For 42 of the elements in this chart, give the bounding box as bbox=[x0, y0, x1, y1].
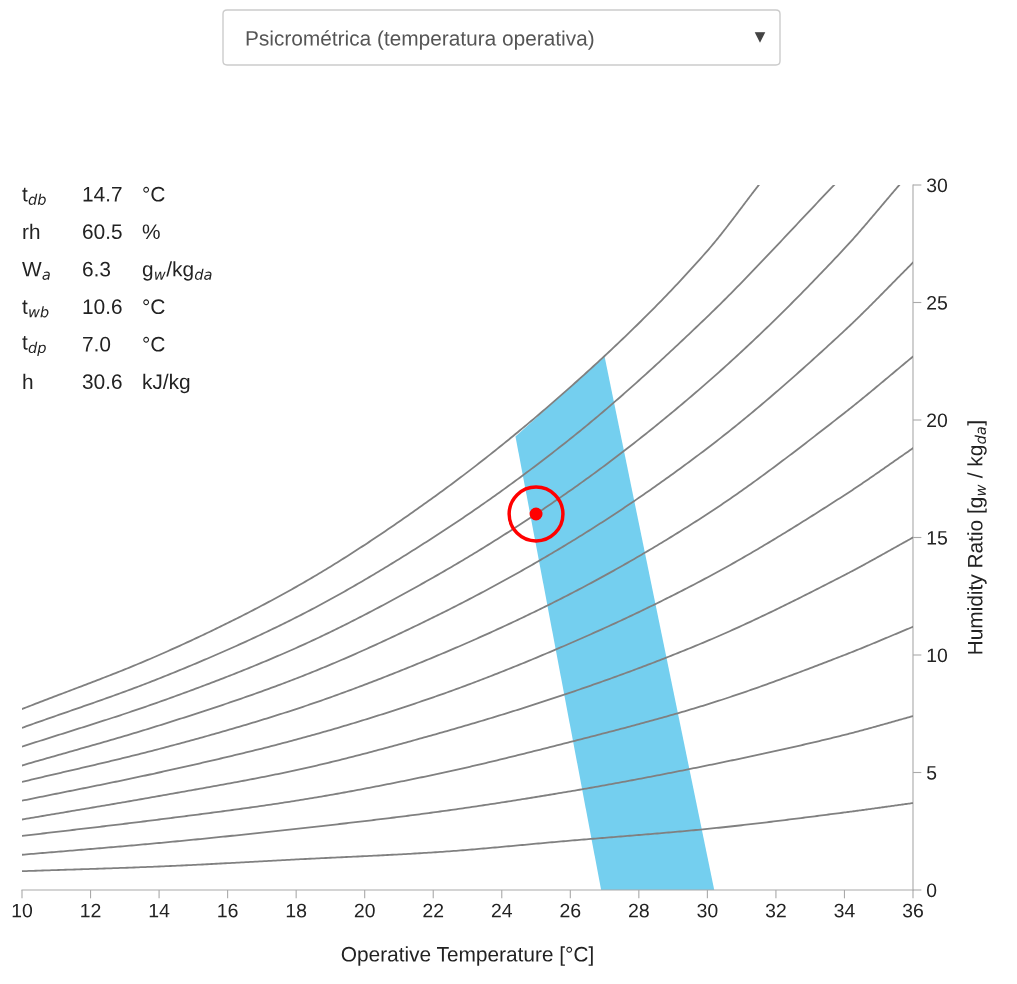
y-axis-title: Humidity Ratio [g$_{w}$ / kg$_{da}$] bbox=[967, 421, 987, 654]
annotation: t$_{wb}$ bbox=[22, 300, 49, 318]
x-tick-label: 14 bbox=[149, 903, 170, 918]
annotation: h bbox=[23, 373, 33, 389]
x-tick-label: 18 bbox=[286, 903, 307, 918]
annotation: g$_{w}$/kg$_{da}$ bbox=[142, 261, 212, 281]
x-tick-label: 36 bbox=[902, 903, 923, 918]
y-tick-label: 15 bbox=[927, 531, 948, 545]
x-axis-title: Operative Temperature [°C] bbox=[341, 946, 593, 966]
x-tick-label: 10 bbox=[12, 903, 33, 918]
y-tick-label: 30 bbox=[926, 178, 948, 193]
annotation: 6.3 bbox=[83, 261, 111, 277]
x-tick-label: 34 bbox=[834, 903, 855, 918]
y-tick-label: 10 bbox=[927, 648, 948, 663]
x-tick-label: 24 bbox=[491, 903, 513, 918]
x-tick-label: 22 bbox=[423, 903, 444, 918]
annotation: °C bbox=[143, 336, 165, 352]
annotation: 10.6 bbox=[83, 299, 122, 315]
x-tick-label: 26 bbox=[560, 903, 581, 918]
annotation: t$_{dp}$ bbox=[22, 336, 46, 356]
x-tick-label: 12 bbox=[81, 903, 101, 918]
chart-title: Psicrométrica (temperatura operativa) bbox=[246, 30, 594, 50]
x-tick-label: 16 bbox=[218, 903, 238, 918]
annotation: t$_{db}$ bbox=[22, 187, 46, 205]
annotation: kJ/kg bbox=[143, 373, 190, 394]
annotation: 7.0 bbox=[83, 336, 111, 352]
y-tick-label: 20 bbox=[927, 413, 948, 428]
y-tick-label: 25 bbox=[927, 295, 948, 310]
annotation: W$_{a}$ bbox=[22, 262, 50, 280]
annotation: % bbox=[142, 224, 160, 240]
y-tick-label: 5 bbox=[926, 766, 937, 780]
annotation: rh bbox=[23, 223, 40, 239]
annotation: 60.5 bbox=[83, 224, 122, 240]
annotation: °C bbox=[143, 299, 165, 315]
x-tick-label: 30 bbox=[697, 903, 718, 918]
x-tick-label: 20 bbox=[354, 903, 375, 918]
annotation: 30.6 bbox=[82, 374, 122, 390]
x-tick-label: 28 bbox=[629, 903, 649, 918]
annotation: 14.7 bbox=[83, 187, 122, 202]
x-tick-label: 32 bbox=[765, 903, 786, 918]
annotation: °C bbox=[143, 186, 165, 202]
y-tick-label: 0 bbox=[926, 883, 937, 898]
